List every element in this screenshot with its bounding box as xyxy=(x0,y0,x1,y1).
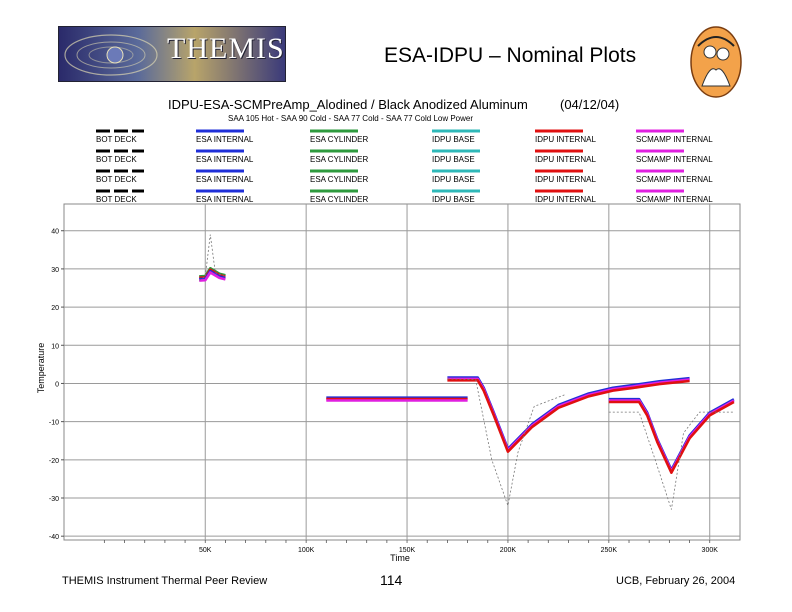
legend-label: IDPU BASE xyxy=(432,135,475,144)
legend-label: BOT DECK xyxy=(96,175,137,184)
team-badge-icon xyxy=(690,26,742,98)
legend-label: SCMAMP INTERNAL xyxy=(636,195,713,204)
x-tick-label: 200K xyxy=(500,547,517,554)
magnetosphere-graphic xyxy=(64,34,158,76)
x-tick-label: 100K xyxy=(298,547,315,554)
legend-label: ESA INTERNAL xyxy=(196,195,254,204)
slide-title: ESA-IDPU – Nominal Plots xyxy=(384,44,637,67)
x-tick-label: 250K xyxy=(601,547,618,554)
legend-label: ESA CYLINDER xyxy=(310,175,368,184)
series-line-bot-deck-6 xyxy=(608,411,734,510)
legend-label: ESA INTERNAL xyxy=(196,155,254,164)
page-number: 114 xyxy=(380,572,403,588)
legend-label: SCMAMP INTERNAL xyxy=(636,175,713,184)
legend-label: IDPU INTERNAL xyxy=(535,175,596,184)
y-tick-label: 40 xyxy=(51,229,59,236)
chart-title-date: (04/12/04) xyxy=(560,97,619,112)
themis-logo: THEMIS xyxy=(58,26,286,82)
logo-text: THEMIS xyxy=(167,32,285,65)
chart-subtitle: SAA 105 Hot - SAA 90 Cold - SAA 77 Cold … xyxy=(228,114,473,123)
series-line-5-2 xyxy=(608,400,735,474)
x-tick-label: 50K xyxy=(199,547,212,554)
series-line-bot-deck-1 xyxy=(198,234,226,281)
legend-label: IDPU BASE xyxy=(432,195,475,204)
series-line-bot-deck-4 xyxy=(447,378,565,508)
chart-grid xyxy=(64,204,740,540)
footer-date: UCB, February 26, 2004 xyxy=(616,575,736,587)
footer-left: THEMIS Instrument Thermal Peer Review xyxy=(62,575,268,587)
legend-label: SCMAMP INTERNAL xyxy=(636,155,713,164)
y-tick-label: -10 xyxy=(49,420,59,427)
legend-label: SCMAMP INTERNAL xyxy=(636,135,713,144)
y-axis-label: Temperature xyxy=(36,343,46,394)
x-axis-label: Time xyxy=(390,553,410,563)
legend-label: ESA CYLINDER xyxy=(310,195,368,204)
legend-label: IDPU BASE xyxy=(432,175,475,184)
legend-label: ESA CYLINDER xyxy=(310,135,368,144)
legend-label: ESA CYLINDER xyxy=(310,155,368,164)
legend-label: ESA INTERNAL xyxy=(196,175,254,184)
chart-legend: BOT DECK ESA INTERNAL ESA CYLINDER IDPU BAS… xyxy=(96,129,713,204)
y-tick-label: -40 xyxy=(49,534,59,541)
series-line-0-0 xyxy=(199,266,226,278)
legend-label: BOT DECK xyxy=(96,195,137,204)
legend-label: IDPU INTERNAL xyxy=(535,155,596,164)
legend-label: IDPU INTERNAL xyxy=(535,135,596,144)
legend-label: BOT DECK xyxy=(96,155,137,164)
y-tick-label: -20 xyxy=(49,458,59,465)
y-tick-label: 0 xyxy=(55,381,59,388)
series-line-0-3 xyxy=(199,271,226,282)
legend-label: BOT DECK xyxy=(96,135,137,144)
y-tick-label: -30 xyxy=(49,496,59,503)
x-tick-label: 150K xyxy=(399,547,416,554)
series-line-0-2 xyxy=(199,269,226,281)
y-tick-label: 30 xyxy=(51,267,59,274)
chart-series xyxy=(198,234,735,510)
chart-title: IDPU-ESA-SCMPreAmp_Alodined / Black Anod… xyxy=(168,97,528,112)
legend-label: ESA INTERNAL xyxy=(196,135,254,144)
legend-label: IDPU BASE xyxy=(432,155,475,164)
y-tick-label: 20 xyxy=(51,305,59,312)
plot-area xyxy=(63,203,741,541)
x-tick-label: 300K xyxy=(702,547,719,554)
y-tick-label: 10 xyxy=(51,343,59,350)
chart-ticks: 50K 100K 150K 200K 250K 300K 40 30 20 10 0 -10 -20 -3… xyxy=(49,229,718,554)
series-line-3-2 xyxy=(447,378,690,453)
legend-label: IDPU INTERNAL xyxy=(535,195,596,204)
